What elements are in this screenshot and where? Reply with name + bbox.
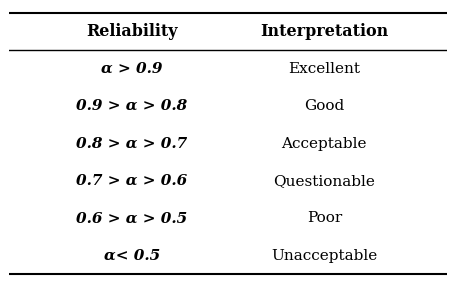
Text: Excellent: Excellent: [288, 62, 359, 76]
Text: Poor: Poor: [306, 211, 341, 225]
Text: 0.8 > α > 0.7: 0.8 > α > 0.7: [76, 136, 187, 150]
Text: Unacceptable: Unacceptable: [271, 249, 377, 263]
Text: Questionable: Questionable: [273, 174, 374, 188]
Text: Good: Good: [303, 99, 344, 113]
Text: Acceptable: Acceptable: [281, 136, 366, 150]
Text: 0.7 > α > 0.6: 0.7 > α > 0.6: [76, 174, 187, 188]
Text: 0.9 > α > 0.8: 0.9 > α > 0.8: [76, 99, 187, 113]
Text: 0.6 > α > 0.5: 0.6 > α > 0.5: [76, 211, 187, 225]
Text: α< 0.5: α< 0.5: [103, 249, 159, 263]
Text: α > 0.9: α > 0.9: [101, 62, 162, 76]
Text: Interpretation: Interpretation: [260, 23, 388, 40]
Text: Reliability: Reliability: [86, 23, 177, 40]
